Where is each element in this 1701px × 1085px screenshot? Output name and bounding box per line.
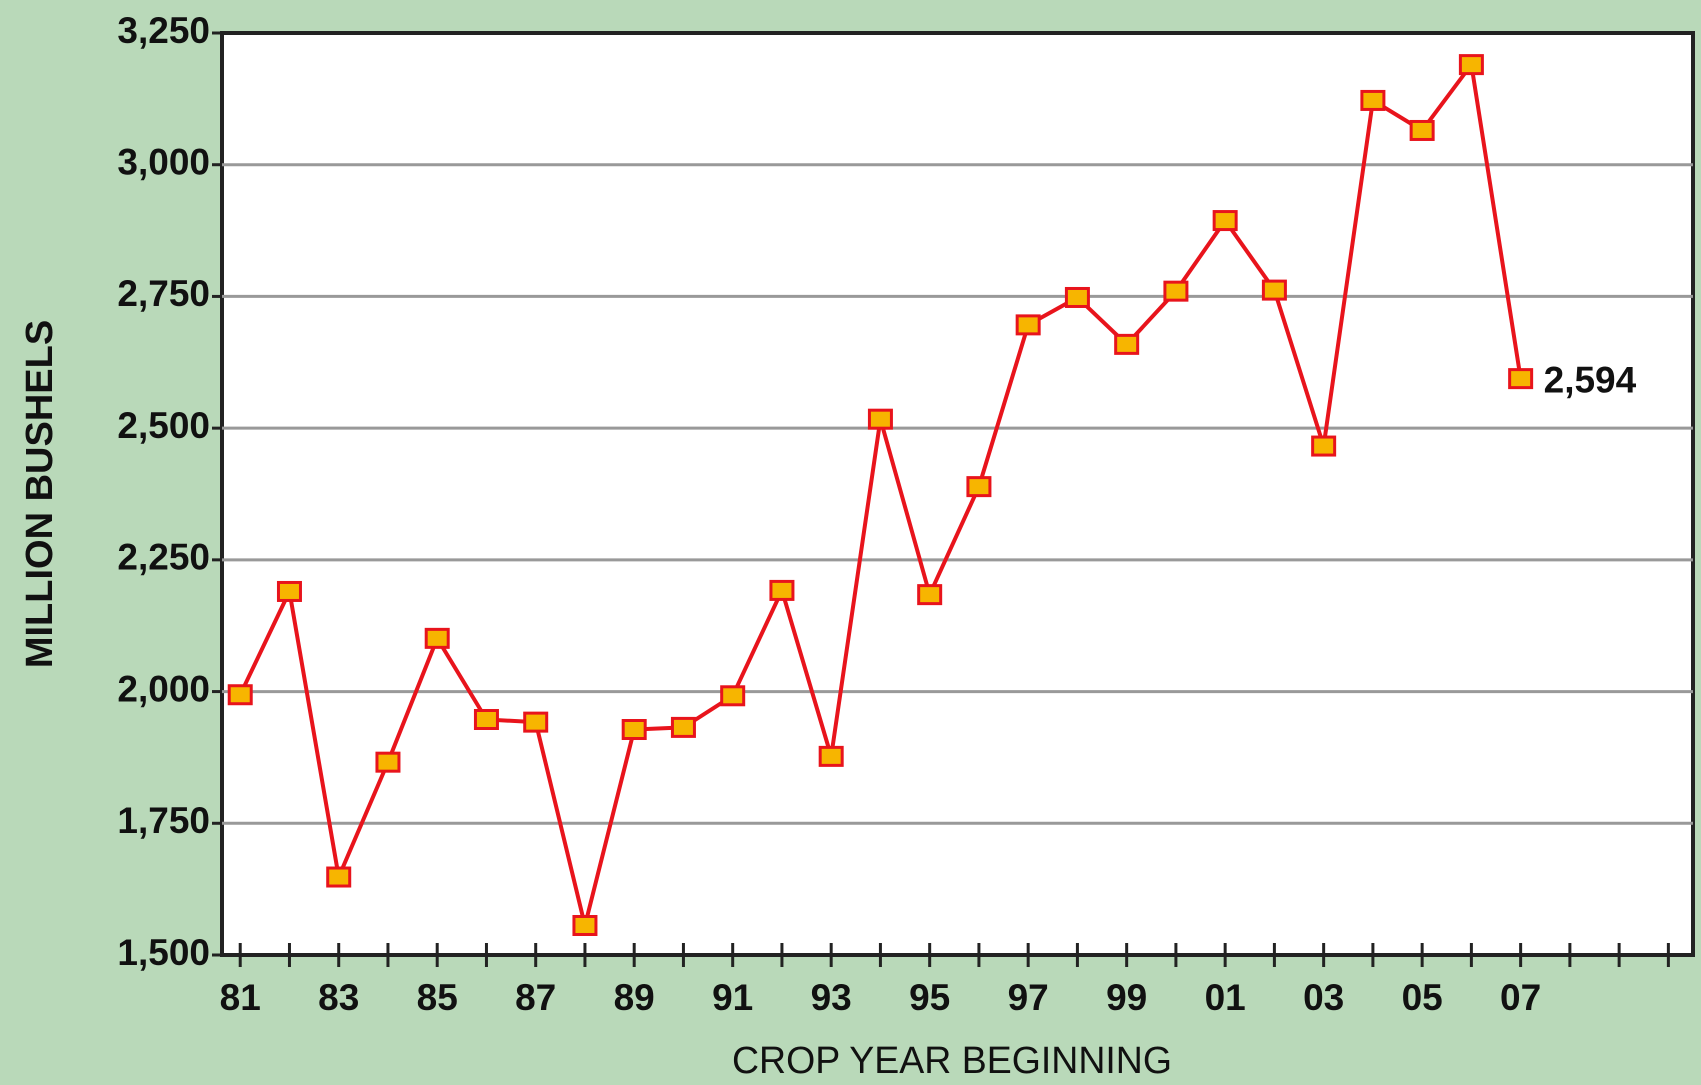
marker <box>523 711 549 733</box>
marker <box>424 627 450 649</box>
x-tick-label: 91 <box>712 977 753 1018</box>
y-tick-label: 2,250 <box>117 537 210 578</box>
marker <box>227 684 253 706</box>
x-tick-label: 05 <box>1402 977 1443 1018</box>
marker <box>1360 89 1386 111</box>
marker <box>473 708 499 730</box>
marker <box>375 751 401 773</box>
marker <box>966 476 992 498</box>
data-label: 2,594 <box>1544 359 1637 400</box>
y-tick-label: 1,500 <box>117 932 210 973</box>
marker <box>1409 119 1435 141</box>
x-tick-label: 01 <box>1205 977 1246 1018</box>
y-tick-label: 3,000 <box>117 141 210 182</box>
marker <box>769 579 795 601</box>
x-axis-title: CROP YEAR BEGINNING <box>732 1040 1172 1082</box>
x-tick-label: 07 <box>1500 977 1541 1018</box>
y-tick-label: 2,000 <box>117 668 210 709</box>
marker <box>276 580 302 602</box>
y-tick-label: 1,750 <box>117 800 210 841</box>
marker <box>1064 286 1090 308</box>
marker <box>1311 435 1337 457</box>
marker <box>1458 54 1484 76</box>
marker <box>917 584 943 606</box>
marker <box>621 719 647 741</box>
x-tick-label: 85 <box>417 977 458 1018</box>
y-axis-title: MILLION BUSHELS <box>19 320 61 668</box>
x-tick-label: 87 <box>515 977 556 1018</box>
y-tick-label: 3,250 <box>117 10 210 51</box>
x-tick-label: 97 <box>1008 977 1049 1018</box>
marker <box>326 866 352 888</box>
plot-area <box>220 31 1695 957</box>
x-tick-label: 83 <box>318 977 359 1018</box>
marker <box>818 745 844 767</box>
marker <box>1114 333 1140 355</box>
x-tick-label: 89 <box>614 977 655 1018</box>
x-tick-label: 81 <box>220 977 261 1018</box>
y-tick-label: 2,500 <box>117 405 210 446</box>
marker <box>1163 280 1189 302</box>
x-tick-label: 99 <box>1106 977 1147 1018</box>
marker <box>572 914 598 936</box>
marker <box>1508 368 1534 390</box>
marker <box>1212 210 1238 232</box>
y-tick-label: 2,750 <box>117 273 210 314</box>
marker <box>867 408 893 430</box>
x-tick-label: 95 <box>909 977 950 1018</box>
x-tick-label: 93 <box>811 977 852 1018</box>
marker <box>1015 314 1041 336</box>
marker <box>670 716 696 738</box>
marker <box>1261 279 1287 301</box>
marker <box>720 685 746 707</box>
x-tick-label: 03 <box>1303 977 1344 1018</box>
